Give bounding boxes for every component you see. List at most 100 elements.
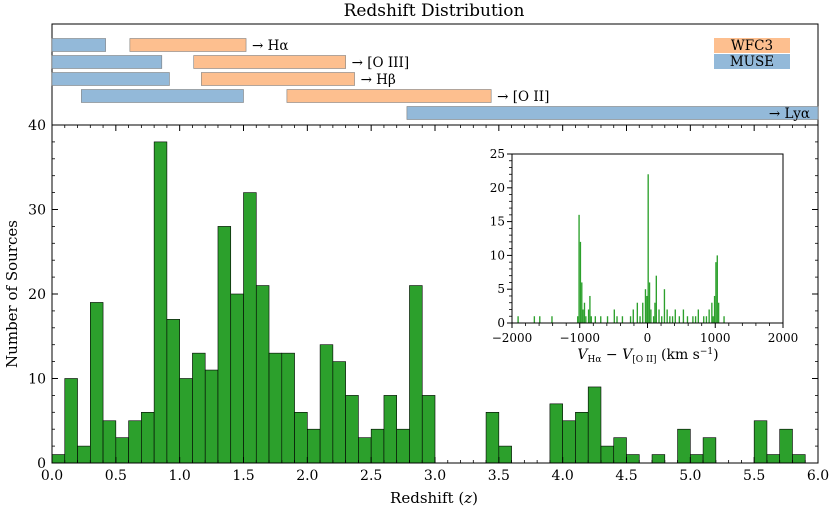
inset-bar <box>539 316 541 323</box>
inset-y-tick-label: 20 <box>490 181 505 195</box>
inset-bar <box>666 309 668 323</box>
inset-bar <box>589 295 591 323</box>
instrument-legend: WFC3 MUSE <box>714 38 790 70</box>
coverage-line-label: → Hα <box>252 38 289 54</box>
histogram-bar <box>255 285 270 464</box>
histogram-bar <box>575 411 589 464</box>
y-tick-label: 0 <box>37 456 46 472</box>
inset-bar <box>648 282 651 323</box>
inset-bar <box>629 316 632 323</box>
histogram-bar <box>64 378 78 464</box>
redshift-histogram: 0.0 0.5 1.0 1.5 2.0 2.5 3.0 3.5 4.0 4.5 5.0 5.5 6.0 … <box>3 118 829 507</box>
histogram-bar <box>307 428 321 464</box>
inset-bar <box>594 316 597 323</box>
histogram-bar <box>396 428 410 464</box>
inset-bars <box>517 174 725 323</box>
x-tick-label: 1.0 <box>169 468 191 484</box>
inset-y-tick-label: 0 <box>497 316 505 330</box>
inset-bar <box>587 309 590 323</box>
legend-swatch-muse <box>714 54 790 69</box>
chart-title: Redshift Distribution <box>344 1 525 21</box>
inset-y-ticks: 0 5 10 15 20 25 <box>490 147 512 330</box>
coverage-bars <box>51 38 819 120</box>
inset-bar <box>636 302 639 323</box>
inset-bar <box>671 316 674 323</box>
inset-x-tick-label: 1000 <box>700 331 731 345</box>
histogram-bar <box>498 445 512 464</box>
histogram-bar <box>319 344 334 464</box>
histogram-bar <box>677 428 691 464</box>
inset-bar <box>517 316 519 323</box>
y-tick-label: 40 <box>28 118 46 134</box>
inset-bar <box>579 241 582 323</box>
histogram-bar <box>485 411 500 464</box>
histogram-bar <box>166 319 180 464</box>
inset-bar <box>663 289 666 323</box>
inset-bar <box>652 316 655 323</box>
inset-y-tick-label: 10 <box>490 248 505 262</box>
inset-x-tick-label: 0 <box>644 331 652 345</box>
inset-bar <box>533 316 536 323</box>
histogram-bar <box>651 454 666 464</box>
inset-bar <box>551 316 553 323</box>
histogram-bar <box>192 352 206 464</box>
y-tick-label: 20 <box>28 287 46 303</box>
x-tick-label: 3.0 <box>424 468 446 484</box>
inset-bar <box>582 309 584 323</box>
x-axis-label: Redshift (z) <box>390 489 478 507</box>
histogram-bar <box>587 386 602 464</box>
histogram-bar <box>792 454 806 464</box>
inset-bar <box>661 316 663 323</box>
x-tick-label: 3.5 <box>488 468 510 484</box>
histogram-bar <box>600 445 615 464</box>
histogram-bar <box>626 454 640 464</box>
inset-bar <box>713 295 716 323</box>
histogram-bar <box>753 420 768 464</box>
inset-bar <box>686 316 689 323</box>
coverage-line-label: → [O III] <box>352 55 410 71</box>
histogram-bars <box>51 141 806 464</box>
x-tick-label: 4.5 <box>615 468 637 484</box>
histogram-bar <box>268 352 283 464</box>
inset-bar <box>715 262 717 323</box>
inset-bar <box>708 309 710 323</box>
coverage-line-label: → [O II] <box>497 89 549 105</box>
inset-bar <box>600 316 602 323</box>
x-axis-ticks: 0.0 0.5 1.0 1.5 2.0 2.5 3.0 3.5 4.0 4.5 5.0 5.5 6.0 <box>41 125 829 484</box>
inset-bar <box>711 302 713 323</box>
legend-label-muse: MUSE <box>730 54 774 70</box>
inset-y-tick-label: 15 <box>490 215 505 229</box>
coverage-bar-wfc3 <box>193 55 346 69</box>
histogram-bar <box>77 445 91 464</box>
inset-bar <box>703 316 705 323</box>
inset-bar <box>590 316 592 323</box>
x-tick-label: 2.5 <box>360 468 382 484</box>
coverage-bar-muse <box>81 89 244 103</box>
histogram-bar <box>702 437 717 464</box>
y-tick-label: 10 <box>28 372 46 388</box>
histogram-bar <box>204 369 219 464</box>
histogram-bar <box>358 437 372 464</box>
inset-x-ticks: −2000 −1000 0 1000 2000 <box>492 323 798 345</box>
histogram-bar <box>409 285 423 464</box>
x-tick-label: 4.0 <box>552 468 574 484</box>
x-tick-label: 0.5 <box>105 468 127 484</box>
inset-bar <box>583 302 586 323</box>
inset-bar <box>697 309 699 323</box>
inset-bar <box>639 316 641 323</box>
coverage-bar-wfc3 <box>201 72 355 86</box>
inset-bar <box>655 275 657 323</box>
inset-x-tick-label: −1000 <box>559 331 600 345</box>
histogram-bar <box>243 192 257 464</box>
inset-bar <box>669 316 671 323</box>
inset-x-tick-label: −2000 <box>492 331 533 345</box>
histogram-bar <box>370 428 385 464</box>
histogram-bar <box>332 361 346 464</box>
x-tick-label: 2.0 <box>296 468 318 484</box>
x-tick-label: 6.0 <box>807 468 829 484</box>
histogram-bar <box>690 454 704 464</box>
inset-bar <box>616 316 618 323</box>
inset-bar <box>621 316 624 323</box>
inset-bar <box>606 316 609 323</box>
